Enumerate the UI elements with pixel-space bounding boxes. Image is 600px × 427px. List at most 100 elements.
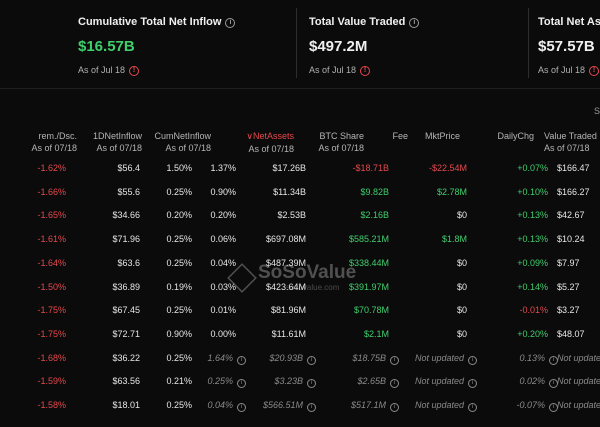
info-icon[interactable]: i (237, 403, 246, 412)
col-label: 1DNetInflow (92, 131, 142, 141)
col-value-traded[interactable]: Value Traded As of 07/18 (544, 131, 597, 153)
table-row[interactable]: 0.13% i Not updated i $18.75B i $20.93B i 1.64% i… (0, 348, 600, 371)
table-row[interactable]: -0.07% i Not updated i $517.1M i $566.51M i 0.04… (0, 395, 600, 418)
col-fee[interactable]: Fee (392, 131, 408, 141)
cell-traded: $42.67 (557, 210, 585, 220)
info-icon[interactable]: i (549, 379, 558, 389)
cell-chg: -1.58% (37, 400, 66, 410)
cell-prem: +0.20% (517, 328, 548, 339)
cell-prem: +0.10% (517, 186, 548, 197)
table-row[interactable]: +0.07% -$22.54M -$18.71B $17.26B 1.37% 1.50% $… (0, 158, 600, 181)
cell-chg: -1.65% (37, 210, 66, 221)
card-cumulative-net-inflow[interactable]: Cumulative Total Net Inflow i $16.57B As … (68, 0, 293, 88)
cell-share: 0.25% i (207, 376, 246, 389)
info-icon[interactable]: i (307, 403, 316, 412)
info-icon[interactable]: i (307, 355, 316, 365)
cell-fee: 0.19% (166, 282, 192, 292)
cell-share: 1.37% (210, 163, 236, 173)
table-row[interactable]: +0.13% $1.8M $585.21M $697.08M 0.06% 0.25% $71… (0, 229, 600, 252)
table-row[interactable]: +0.10% $2.78M $9.82B $11.34B 0.90% 0.25% $55.6… (0, 182, 600, 205)
cell-price: $72.71 (112, 328, 140, 339)
alert-icon[interactable]: ! (129, 66, 140, 76)
cell-cum: -$18.71B (352, 163, 389, 173)
col-label: rem./Dsc. (38, 131, 77, 141)
cell-traded: $10.24 (557, 234, 585, 245)
alert-icon[interactable]: ! (589, 66, 600, 76)
col-mkt-price[interactable]: MktPrice (425, 131, 460, 141)
cell-share: 0.06% (210, 234, 236, 244)
col-btc-share[interactable]: BTC Share As of 07/18 (318, 131, 364, 153)
info-icon[interactable]: i (225, 18, 236, 28)
cell-d1: $2.78M (436, 186, 467, 197)
cell-fee: 0.25% (166, 187, 192, 197)
cell-cum: $18.75B i (352, 353, 399, 365)
col-net-assets[interactable]: ∨NetAssets As of 07/18 (246, 131, 294, 154)
info-icon[interactable]: i (237, 379, 246, 389)
info-icon[interactable]: i (390, 403, 399, 412)
cell-net: $697.08M (266, 234, 306, 244)
cell-fee: 1.50% (166, 163, 192, 173)
cell-net: $487.39M (265, 257, 306, 268)
info-icon[interactable]: i (307, 379, 316, 389)
col-sublabel: As of 07/18 (544, 143, 590, 153)
table-row[interactable]: +0.09% $0 $338.44M $487.39M 0.04% 0.25% $63.6 -… (0, 253, 600, 276)
cell-prem: +0.07% (517, 163, 548, 173)
table-row[interactable]: +0.20% $0 $2.1M $11.61M 0.00% 0.90% $72.71 -1.7… (0, 324, 600, 347)
card-total-value-traded[interactable]: Total Value Traded i $497.2M As of Jul 18… (300, 0, 525, 88)
info-icon[interactable]: i (468, 379, 477, 389)
cell-fee: 0.20% (166, 210, 192, 221)
cell-d1: Not updated (414, 400, 464, 410)
col-1d-net-inflow[interactable]: 1DNetInflow As of 07/18 (93, 131, 142, 153)
card-title: Total Net Ass (538, 16, 600, 28)
table-row[interactable]: -0.01% $0 $70.78M $81.96M 0.01% 0.25% $67.45 -1… (0, 300, 600, 323)
cell-cum: $18.75B (352, 352, 386, 363)
info-icon[interactable]: i (468, 403, 477, 412)
cell-chg: -1.68% (37, 352, 66, 363)
card-total-net-assets[interactable]: Total Net Ass $57.57B As of Jul 18! (532, 0, 600, 88)
cell-price: $72.71 (112, 329, 140, 339)
table-row[interactable]: 0.02% i Not updated i $2.65B i $3.23B i 0.25% i 0.… (0, 371, 600, 394)
table-row[interactable]: +0.14% $0 $391.97M $423.64M 0.03% 0.19% $36.89… (0, 277, 600, 300)
cell-cum: $70.78M (353, 305, 389, 316)
cell-prem: +0.13% (517, 234, 548, 245)
cell-price: $63.6 (117, 257, 140, 268)
cell-cum: $585.21M (349, 234, 389, 244)
cell-traded: Not update (557, 400, 600, 410)
cell-traded: $10.24 (557, 234, 585, 244)
cell-price: $36.22 (112, 353, 140, 363)
cell-d1: $0 (457, 305, 467, 315)
cell-chg: -1.59% (37, 376, 66, 386)
col-cum-net-inflow[interactable]: CumNetInflow As of 07/18 (154, 131, 211, 153)
alert-icon[interactable]: ! (360, 66, 371, 76)
info-icon[interactable]: i (409, 18, 420, 28)
cell-share: 0.01% (210, 305, 236, 316)
col-premium-discount[interactable]: rem./Dsc. As of 07/18 (31, 131, 77, 153)
cell-d1: $0 (457, 258, 467, 268)
table-row[interactable]: +0.13% $0 $2.16B $2.53B 0.20% 0.20% $34.66 -1.6… (0, 205, 600, 228)
info-icon[interactable]: i (468, 355, 477, 365)
cell-chg: -1.61% (37, 234, 66, 245)
info-icon[interactable]: i (549, 355, 558, 365)
col-daily-chg[interactable]: DailyChg (497, 131, 534, 141)
cell-price: $71.96 (112, 234, 140, 244)
cell-net: $423.64M (265, 281, 306, 292)
cell-chg: -1.66% (37, 187, 66, 197)
cell-prem: -0.07% i (516, 400, 558, 412)
cell-net: $11.34B (273, 186, 306, 197)
col-label: NetAssets (252, 131, 294, 141)
cell-prem: -0.07% (516, 400, 545, 410)
cell-traded: $3.27 (557, 305, 580, 316)
info-icon[interactable]: i (237, 355, 246, 365)
info-icon[interactable]: i (390, 379, 399, 389)
info-icon[interactable]: i (390, 355, 399, 365)
cell-price: $63.56 (112, 376, 140, 387)
table-header: rem./Dsc. As of 07/18 1DNetInflow As of … (0, 131, 600, 157)
cell-chg: -1.66% (37, 186, 66, 197)
col-label: MktPrice (424, 131, 460, 141)
cell-share: 0.04% (207, 400, 233, 410)
cell-fee: 0.25% (166, 352, 192, 363)
cell-traded: $166.27 (557, 187, 590, 197)
info-icon[interactable]: i (549, 403, 558, 412)
col-sublabel: As of 07/18 (31, 143, 77, 153)
col-label: CumNetInflow (154, 131, 211, 141)
